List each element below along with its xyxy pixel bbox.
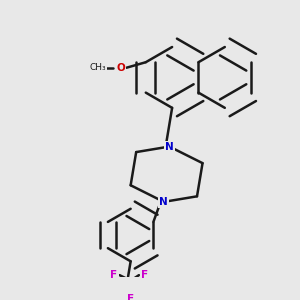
- Text: F: F: [127, 294, 134, 300]
- Text: F: F: [110, 270, 118, 280]
- Text: CH₃: CH₃: [89, 63, 106, 72]
- Text: F: F: [141, 270, 148, 280]
- Text: N: N: [165, 142, 174, 152]
- Text: N: N: [160, 197, 168, 207]
- Text: O: O: [116, 63, 125, 73]
